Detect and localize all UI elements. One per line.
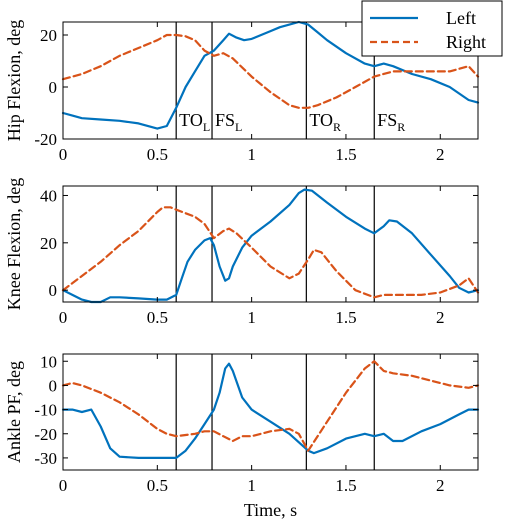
series-right-line: [61, 33, 480, 109]
x-tick-label: 1: [247, 145, 256, 164]
axes-box: [62, 21, 479, 140]
y-tick-label: 20: [40, 234, 57, 253]
legend: Left Right: [361, 0, 503, 57]
x-tick-label: 0.5: [147, 476, 168, 495]
x-axis-label: Time, s: [244, 500, 297, 520]
y-axis-label: Knee Flexion, deg: [4, 178, 24, 310]
y-tick-label: -20: [34, 130, 57, 149]
series-left-line: [61, 20, 480, 130]
event-label-2: FSL: [215, 110, 242, 134]
legend-label-right: Right: [446, 32, 486, 52]
series-right-line: [61, 206, 480, 299]
series-left-line: [61, 188, 480, 304]
event-label-1: TOL: [179, 110, 210, 134]
y-tick-label: -10: [34, 401, 57, 420]
event-label-3: TOR: [309, 110, 341, 134]
event-label-4: FSR: [377, 110, 405, 134]
y-axis-label: Hip Flexion, deg: [4, 20, 24, 142]
x-tick-label: 0: [59, 145, 68, 164]
x-tick-label: 2: [436, 145, 445, 164]
x-tick-label: 1.5: [335, 476, 356, 495]
x-tick-label: 2: [436, 476, 445, 495]
y-tick-label: 0: [49, 376, 58, 395]
panel-3: 0 0.5 1 1.5 2 -30 -20 -10 0 10 Ankle PF, deg Time, …: [4, 352, 480, 520]
x-tick-label: 0.5: [147, 308, 168, 327]
x-tick-label: 1.5: [335, 145, 356, 164]
x-tick-label: 0.5: [147, 145, 168, 164]
x-tick-label: 2: [436, 308, 445, 327]
series-right-line: [61, 360, 480, 452]
y-tick-label: 10: [40, 352, 57, 371]
x-tick-label: 1: [247, 308, 256, 327]
y-tick-label: -30: [34, 449, 57, 468]
x-tick-label: 0: [59, 308, 68, 327]
y-tick-label: -20: [34, 425, 57, 444]
x-tick-label: 0: [59, 476, 68, 495]
y-tick-label: 20: [40, 26, 57, 45]
y-tick-label: 40: [40, 186, 57, 205]
legend-box: [361, 0, 503, 57]
axes-box: [62, 185, 479, 303]
y-axis-label: Ankle PF, deg: [4, 361, 24, 463]
x-tick-label: 1: [247, 476, 256, 495]
axes-box: [62, 353, 479, 471]
legend-label-left: Left: [446, 8, 476, 28]
y-tick-label: 0: [49, 281, 58, 300]
x-tick-label: 1.5: [335, 308, 356, 327]
y-tick-label: 0: [49, 78, 58, 97]
series-left-line: [61, 362, 480, 459]
